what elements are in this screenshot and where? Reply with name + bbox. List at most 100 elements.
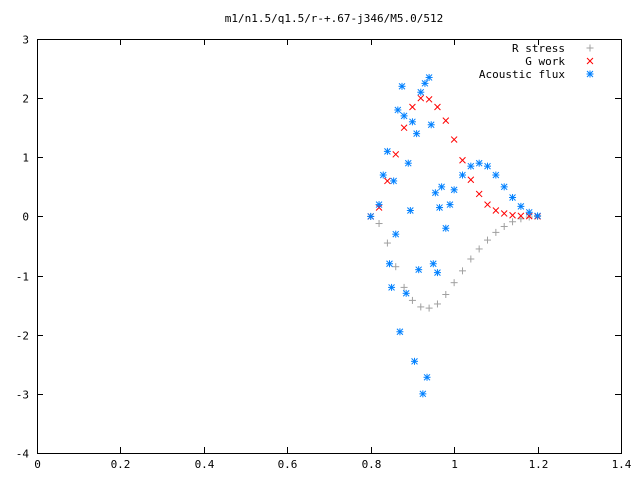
legend-marker: [586, 57, 594, 65]
data-point: [425, 95, 433, 103]
data-point: [425, 304, 433, 312]
data-point: [467, 255, 475, 263]
data-point: [484, 201, 491, 208]
data-point: [415, 266, 423, 274]
data-point: [450, 136, 458, 143]
data-point: [402, 289, 410, 297]
data-point: [484, 236, 492, 244]
legend-marker: [586, 70, 594, 78]
data-point: [400, 283, 408, 291]
data-point: [400, 124, 408, 132]
data-point: [375, 220, 383, 228]
legend-label: R stress: [512, 42, 565, 55]
data-point: [475, 190, 483, 198]
x-tick-label: 1: [451, 458, 458, 471]
data-point: [492, 171, 500, 179]
y-tick-label: -2: [16, 330, 29, 343]
data-point: [438, 183, 446, 191]
data-point: [379, 171, 387, 179]
data-point: [409, 103, 416, 111]
data-point: [450, 186, 458, 194]
data-point: [423, 373, 431, 381]
data-point: [434, 103, 441, 111]
data-point: [446, 201, 454, 209]
data-point: [406, 207, 414, 215]
data-point: [384, 177, 391, 185]
data-point: [450, 279, 458, 287]
data-point: [509, 211, 516, 219]
data-point: [467, 176, 475, 184]
x-tick-label: 0.4: [195, 458, 215, 471]
data-point: [500, 222, 508, 230]
data-point: [525, 208, 533, 216]
x-tick-label: 0.6: [278, 458, 298, 471]
x-axis: 0 0.2 0.4 0.6 0.8 1 1.2 1.4: [34, 39, 632, 471]
series-0: [367, 212, 542, 312]
data-point: [404, 159, 412, 167]
data-point: [484, 162, 492, 170]
y-tick-label: -3: [16, 389, 29, 402]
data-point: [383, 147, 391, 155]
legend-marker: [586, 44, 594, 52]
data-point: [429, 260, 437, 268]
data-point: [500, 210, 508, 217]
data-point: [509, 194, 517, 202]
data-point: [425, 73, 433, 81]
data-point: [459, 156, 466, 164]
x-tick-label: 0: [34, 458, 41, 471]
data-point: [433, 269, 441, 277]
data-point: [433, 300, 441, 308]
x-tick-label: 1.4: [612, 458, 632, 471]
data-point: [398, 82, 406, 90]
legend-label: Acoustic flux: [479, 68, 565, 81]
data-point: [400, 112, 408, 120]
data-point: [411, 357, 419, 365]
y-tick-label: 2: [22, 93, 29, 106]
data-point: [385, 260, 393, 268]
data-point: [427, 121, 435, 129]
data-point: [517, 212, 525, 220]
data-point: [383, 239, 391, 247]
y-tick-label: 1: [22, 152, 29, 165]
data-point: [436, 204, 444, 212]
data-point: [458, 171, 466, 179]
data-point: [534, 212, 542, 220]
data-point: [431, 189, 439, 197]
data-point: [394, 106, 402, 114]
series-layer: [367, 73, 542, 398]
series-2: [367, 73, 542, 398]
legend-label: G work: [525, 55, 565, 68]
data-point: [392, 263, 400, 271]
y-tick-label: 3: [22, 34, 29, 47]
data-point: [492, 207, 500, 214]
data-point: [475, 245, 483, 253]
data-point: [500, 183, 508, 191]
data-point: [367, 212, 375, 220]
data-point: [467, 162, 475, 170]
data-point: [388, 283, 396, 291]
data-point: [390, 177, 398, 185]
data-point: [458, 267, 466, 275]
data-point: [419, 390, 427, 398]
data-point: [375, 201, 383, 209]
x-tick-label: 0.8: [362, 458, 382, 471]
x-tick-label: 0.2: [111, 458, 131, 471]
y-axis: -4 -3 -2 -1 0 1 2 3: [16, 34, 621, 461]
data-point: [392, 230, 400, 238]
data-point: [413, 130, 421, 138]
y-tick-label: -4: [16, 448, 30, 461]
data-point: [396, 328, 404, 336]
data-point: [509, 218, 517, 226]
data-point: [417, 303, 425, 311]
y-tick-label: -1: [16, 271, 29, 284]
data-point: [442, 224, 450, 232]
data-point: [442, 290, 450, 298]
data-point: [417, 94, 425, 102]
data-point: [408, 296, 416, 304]
y-tick-label: 0: [22, 211, 29, 224]
x-tick-label: 1.2: [529, 458, 549, 471]
data-point: [517, 202, 525, 210]
chart-title: m1/n1.5/q1.5/r-+.67-j346/M5.0/512: [225, 12, 444, 25]
